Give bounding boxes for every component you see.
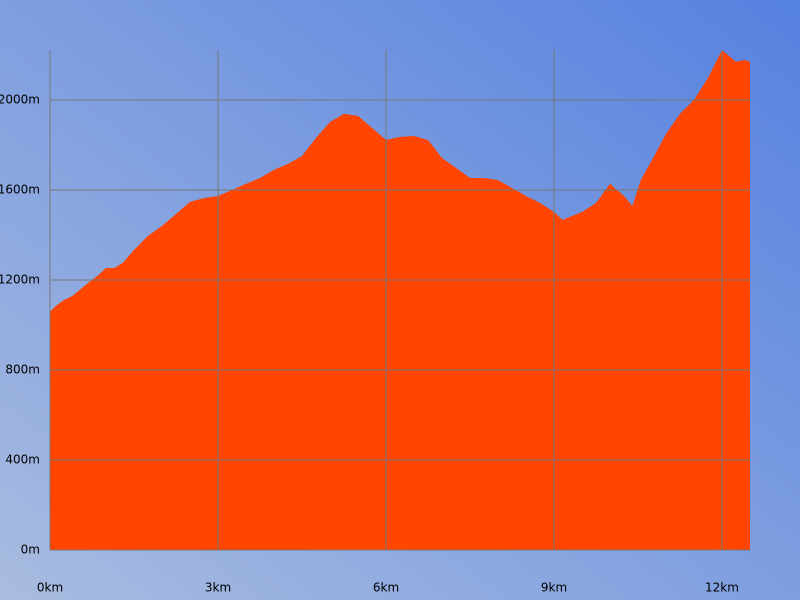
elevation-area xyxy=(50,50,750,550)
y-tick-label: 1200m xyxy=(0,272,40,286)
x-tick-label: 12km xyxy=(705,581,739,595)
y-tick-label: 1600m xyxy=(0,182,40,196)
x-tick-label: 3km xyxy=(205,581,231,595)
y-tick-label: 400m xyxy=(5,452,40,466)
y-tick-label: 2000m xyxy=(0,92,40,106)
x-tick-label: 0km xyxy=(37,581,63,595)
x-tick-label: 6km xyxy=(373,581,399,595)
y-tick-label: 800m xyxy=(5,362,40,376)
x-tick-label: 9km xyxy=(541,581,567,595)
y-tick-label: 0m xyxy=(21,543,40,557)
